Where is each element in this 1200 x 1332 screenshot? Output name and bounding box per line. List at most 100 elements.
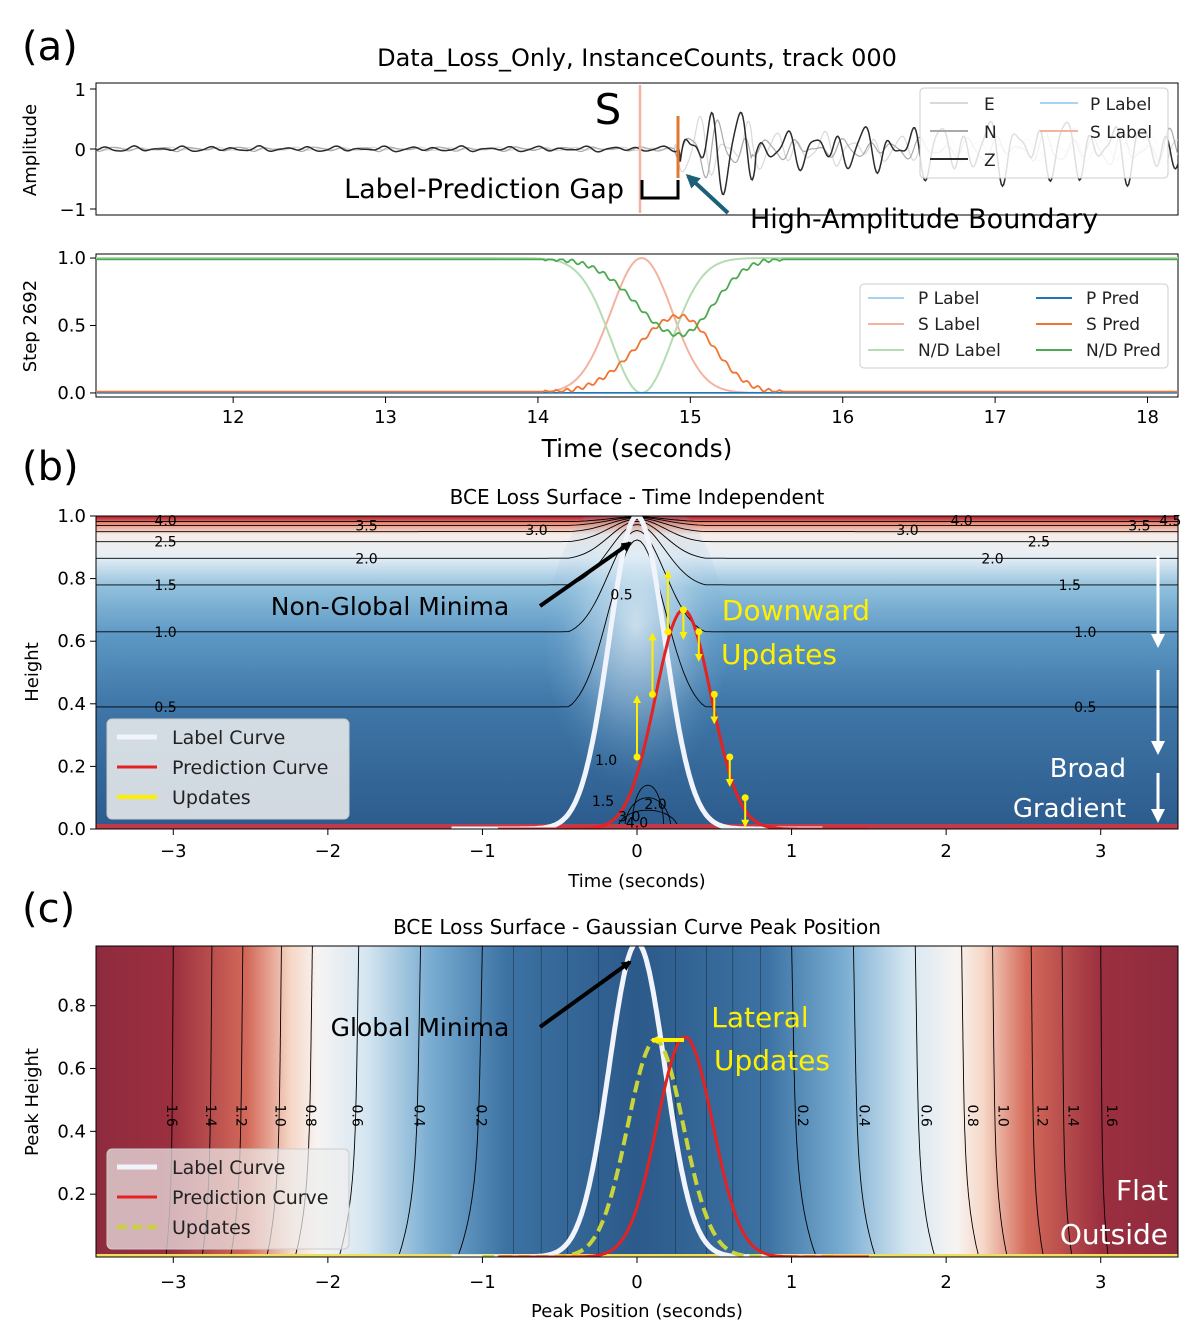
waveform-y-tick-label: 0: [75, 140, 86, 161]
b-contour-label: 0.5: [1074, 700, 1096, 716]
b-update-point: [710, 690, 718, 698]
b-x-tick-label: 2: [940, 841, 951, 862]
b-contour-label: 2.5: [1028, 535, 1050, 551]
gap-bracket: [640, 180, 680, 200]
probability-y-tick-label: 1.0: [57, 248, 86, 269]
panel-c-title: BCE Loss Surface - Gaussian Curve Peak P…: [393, 915, 881, 939]
b-contour-line: [96, 539, 1178, 708]
b-y-tick-label: 0.4: [57, 694, 86, 715]
downward-updates-line1: Downward: [722, 594, 870, 627]
boundary-arrow: [685, 173, 730, 215]
waveform-y-ticks: 1 0 −1: [59, 80, 96, 221]
b-update-point: [633, 753, 641, 761]
c-contour-line: [1030, 946, 1044, 1257]
legend-label-p-label-2: P Label: [918, 289, 980, 309]
legend-label-z: Z: [984, 151, 996, 171]
nd-pred-curve: [96, 258, 1178, 338]
probability-y-tick-label: 0.5: [57, 316, 86, 337]
c-contour-label: 1.6: [163, 1105, 179, 1127]
panel-b-title: BCE Loss Surface - Time Independent: [450, 485, 825, 509]
b-contour-label: 4.0: [626, 816, 648, 832]
b-contour-label: 1.5: [1059, 578, 1081, 594]
waveform-y-tick-label: 1: [75, 80, 86, 101]
legend-label-n: N: [984, 123, 997, 143]
b-x-tick-label: −3: [160, 841, 187, 862]
b-contour-bottom: [624, 797, 672, 829]
legend-label-nd-label: N/D Label: [918, 341, 1001, 361]
legend-b-updates: Updates: [172, 787, 251, 809]
probability-plot: 0.0 0.5 1.0 12 13 14 15 16 17 18 Step 2692 Time …: [20, 248, 1179, 463]
c-contour-line: [397, 946, 421, 1257]
loss-surface-time-center-light: [546, 516, 726, 790]
c-contour-label: 0.4: [856, 1105, 872, 1127]
probability-x-tick-label: 18: [1136, 407, 1159, 428]
c-contour-line: [914, 946, 936, 1257]
c-contour-line: [791, 946, 817, 1257]
c-x-tick-label: −1: [469, 1272, 496, 1293]
b-contour-line: [96, 530, 1178, 633]
b-contour-label: 1.0: [1074, 625, 1096, 641]
b-contour-line: [96, 518, 1178, 543]
b-contour-label: 1.5: [154, 578, 176, 594]
waveform-legend: E N Z P Label S Label: [919, 87, 1169, 179]
probability-x-tick-label: 14: [526, 407, 549, 428]
probability-y-tick-label: 0.0: [57, 383, 86, 404]
b-contour-label: 2.0: [644, 797, 666, 813]
c-contour-label: 0.2: [794, 1105, 810, 1127]
c-y-tick-label: 0.4: [57, 1121, 86, 1142]
b-y-tick-label: 0.0: [57, 819, 86, 840]
probability-ylabel: Step 2692: [20, 280, 41, 373]
legend-label-s-pred: S Pred: [1086, 315, 1140, 335]
non-global-minima-arrow: [538, 541, 632, 608]
b-update-point: [741, 794, 749, 802]
b-x-tick-label: −1: [469, 841, 496, 862]
c-contour-label: 1.2: [233, 1105, 249, 1127]
s-pred-curve: [96, 313, 1178, 393]
c-contour-label: 1.0: [271, 1105, 287, 1127]
legend-c-updates: Updates: [172, 1217, 251, 1239]
probability-y-ticks: 0.0 0.5 1.0: [57, 248, 96, 404]
c-contour-label: 0.2: [472, 1105, 488, 1127]
non-global-minima-annotation: Non-Global Minima: [271, 592, 509, 621]
b-contour-label: 2.0: [981, 551, 1003, 567]
b-update-point: [664, 628, 672, 636]
c-x-tick-label: −2: [315, 1272, 342, 1293]
b-contour-label: 4.0: [950, 514, 972, 530]
legend-c: Label Curve Prediction Curve Updates: [106, 1148, 350, 1250]
loss-surface-peak: 0.2 0.2 0.4 0.4 0.6 0.6 0.8 0.8 1.0 1.0 1.2 1.2 1.4 1…: [22, 945, 1179, 1322]
b-contour-label: 3.0: [618, 809, 640, 825]
c-contour-label: 0.6: [917, 1105, 933, 1127]
c-y-tick-label: 0.2: [57, 1184, 86, 1205]
b-x-tick-label: −2: [315, 841, 342, 862]
b-contour-label: 2.5: [154, 535, 176, 551]
c-bottom-edge-band: [96, 1254, 1178, 1257]
b-x-tick-label: 1: [786, 841, 797, 862]
c-contour-line: [1061, 946, 1073, 1257]
b-bottom-edge-band: [96, 824, 1178, 829]
b-contour-label: 1.0: [595, 753, 617, 769]
lateral-updates-line1: Lateral: [711, 1001, 808, 1034]
c-contour-label: 0.6: [349, 1105, 365, 1127]
c-contour-line: [457, 946, 483, 1257]
c-contour-line: [1100, 946, 1109, 1257]
c-contour-label: 0.8: [964, 1105, 980, 1127]
loss-surface-time-y-ticks: 0.0 0.2 0.4 0.6 0.8 1.0: [57, 506, 96, 840]
legend-label-s-label: S Label: [1090, 123, 1152, 143]
legend-b-box: [106, 718, 350, 820]
c-x-tick-label: 3: [1095, 1272, 1106, 1293]
probability-legend: P Label S Label N/D Label P Pred S Pred …: [859, 283, 1169, 369]
c-y-tick-label: 0.6: [57, 1059, 86, 1080]
probability-xlabel: Time (seconds): [541, 434, 733, 463]
legend-c-box: [106, 1148, 350, 1250]
probability-x-ticks: 12 13 14 15 16 17 18: [222, 397, 1159, 428]
b-contour-label: 0.5: [154, 700, 176, 716]
legend-label-nd-pred: N/D Pred: [1086, 341, 1161, 361]
probability-x-tick-label: 16: [831, 407, 854, 428]
b-contour-label: 3.0: [525, 523, 547, 539]
loss-surface-peak-contour-labels: 0.2 0.2 0.4 0.4 0.6 0.6 0.8 0.8 1.0 1.0 1.2 1.2 1.4 1…: [163, 1105, 1119, 1127]
broad-gradient-line1: Broad: [1050, 754, 1126, 784]
c-x-tick-label: 1: [786, 1272, 797, 1293]
lateral-updates-line2: Updates: [714, 1044, 830, 1077]
probability-x-tick-label: 15: [679, 407, 702, 428]
c-contour-line: [853, 946, 877, 1257]
